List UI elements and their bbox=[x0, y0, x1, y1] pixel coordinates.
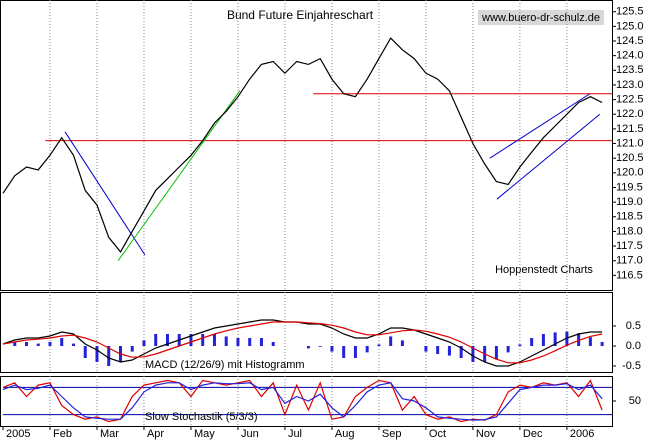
histogram-bar bbox=[577, 333, 581, 346]
histogram-bar bbox=[377, 344, 381, 346]
histogram-bar bbox=[13, 342, 17, 346]
stochastic-line bbox=[2, 382, 603, 421]
histogram-bar bbox=[600, 342, 604, 346]
histogram-bar bbox=[365, 346, 369, 353]
histogram-bar bbox=[424, 346, 428, 352]
y-tick-label: 119.0 bbox=[616, 196, 643, 208]
x-tick-label: Feb bbox=[53, 428, 72, 440]
y-tick-label: 125.0 bbox=[616, 20, 644, 32]
y-tick-label: 123.5 bbox=[616, 64, 644, 76]
y-tick-label: 118.0 bbox=[616, 225, 643, 237]
histogram-bar bbox=[553, 332, 557, 346]
histogram-bar bbox=[107, 346, 111, 366]
histogram-bar bbox=[236, 338, 240, 346]
trend-line bbox=[489, 93, 591, 159]
histogram-bar bbox=[342, 346, 346, 358]
y-tick-label: 122.0 bbox=[616, 108, 644, 120]
histogram-bar bbox=[142, 340, 146, 346]
histogram-bar bbox=[154, 334, 158, 346]
histogram-bar bbox=[447, 346, 451, 356]
watermark: www.buero-dr-schulz.de bbox=[481, 12, 600, 24]
y-tick-label: 125.5 bbox=[616, 6, 644, 18]
x-tick-label: Mar bbox=[100, 428, 119, 440]
trend-line bbox=[496, 113, 601, 200]
histogram-bar bbox=[224, 336, 228, 346]
histogram-bar bbox=[201, 334, 205, 346]
y-tick-label: 124.0 bbox=[616, 50, 644, 62]
histogram-bar bbox=[60, 338, 64, 346]
y-tick-label: 116.5 bbox=[616, 269, 643, 281]
histogram-bar bbox=[588, 337, 592, 346]
trend-line bbox=[117, 90, 241, 261]
histogram-bar bbox=[130, 346, 134, 352]
histogram-bar bbox=[506, 346, 510, 353]
panel-label: Slow Stochastik (5/3/3) bbox=[145, 411, 258, 423]
y-tick-label: 118.5 bbox=[616, 211, 643, 223]
y-tick-label: 117.0 bbox=[616, 255, 643, 267]
histogram-bar bbox=[36, 343, 40, 346]
histogram-bar bbox=[271, 342, 275, 346]
x-tick-label: Aug bbox=[335, 428, 355, 440]
histogram-bar bbox=[24, 342, 28, 346]
x-tick-label: Apr bbox=[147, 428, 164, 440]
histogram-bar bbox=[212, 334, 216, 346]
histogram-bar bbox=[71, 343, 75, 346]
histogram-bar bbox=[353, 346, 357, 358]
y-tick-label: 120.5 bbox=[616, 152, 644, 164]
watermark-box bbox=[478, 10, 604, 25]
histogram-bar bbox=[306, 346, 310, 349]
histogram-bar bbox=[83, 346, 87, 358]
histogram-bar bbox=[400, 340, 404, 346]
y-tick-label: 123.0 bbox=[616, 79, 644, 91]
x-tick-label: May bbox=[194, 428, 215, 440]
y-tick-label: 120.0 bbox=[616, 167, 644, 179]
panel-frame bbox=[0, 292, 613, 373]
x-tick-label: Jun bbox=[241, 428, 259, 440]
macd-line bbox=[2, 321, 603, 364]
histogram-bar bbox=[436, 346, 440, 354]
histogram-bar bbox=[565, 331, 569, 346]
histogram-bar bbox=[259, 338, 263, 346]
histogram-bar bbox=[330, 346, 334, 352]
histogram-bar bbox=[248, 338, 252, 346]
histogram-bar bbox=[95, 346, 99, 362]
panel-frame bbox=[0, 0, 613, 291]
y-tick-label: 121.5 bbox=[616, 123, 644, 135]
histogram-bar bbox=[165, 334, 169, 346]
source-note: Hoppenstedt Charts bbox=[495, 264, 593, 276]
y-tick-label: -0.5 bbox=[622, 360, 641, 372]
x-tick-label: 2005 bbox=[6, 428, 30, 440]
y-tick-label: 124.5 bbox=[616, 35, 644, 47]
chart-title: Bund Future Einjahreschart bbox=[227, 8, 374, 22]
x-tick-label: Nov bbox=[476, 428, 496, 440]
x-tick-label: Dec bbox=[523, 428, 543, 440]
y-tick-label: 119.5 bbox=[616, 181, 643, 193]
histogram-bar bbox=[530, 338, 534, 346]
x-tick-label: 2006 bbox=[570, 428, 594, 440]
y-tick-label: 50 bbox=[629, 395, 641, 407]
histogram-bar bbox=[459, 346, 463, 358]
y-tick-label: 121.0 bbox=[616, 137, 644, 149]
histogram-bar bbox=[518, 344, 522, 346]
x-tick-label: Jul bbox=[288, 428, 302, 440]
price-line bbox=[2, 37, 603, 253]
histogram-bar bbox=[389, 336, 393, 346]
histogram-bar bbox=[318, 346, 322, 347]
histogram-bar bbox=[541, 334, 545, 346]
y-tick-label: 0.0 bbox=[626, 340, 641, 352]
panel-label: MACD (12/26/9) mit Histogramm bbox=[145, 359, 305, 371]
histogram-bar bbox=[48, 342, 52, 346]
histogram-bar bbox=[494, 346, 498, 360]
y-tick-label: 117.5 bbox=[616, 240, 643, 252]
histogram-bar bbox=[471, 346, 475, 362]
trend-line bbox=[64, 131, 146, 256]
histogram-bar bbox=[189, 334, 193, 346]
y-tick-label: 122.5 bbox=[616, 94, 644, 106]
y-tick-label: 0.5 bbox=[626, 320, 641, 332]
x-tick-label: Oct bbox=[429, 428, 446, 440]
x-tick-label: Sep bbox=[382, 428, 402, 440]
